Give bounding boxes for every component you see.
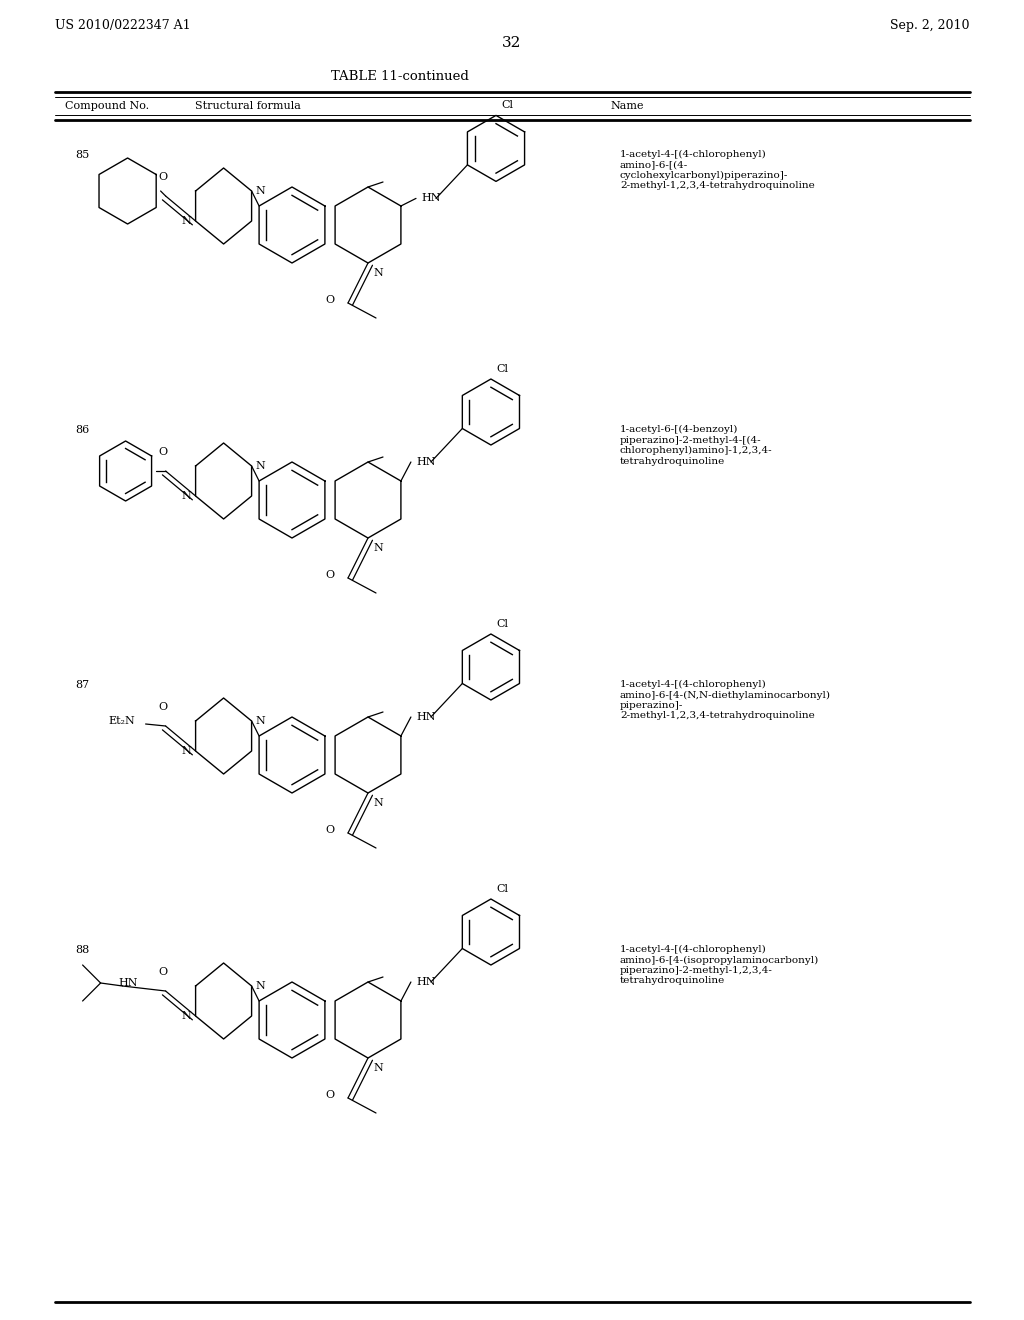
Text: N: N [256, 715, 265, 726]
Text: HN: HN [416, 977, 435, 987]
Text: N: N [373, 268, 383, 279]
Text: 1-acetyl-4-[(4-chlorophenyl)
amino]-6-[4-(N,N-diethylaminocarbonyl)
piperazino]-: 1-acetyl-4-[(4-chlorophenyl) amino]-6-[4… [620, 680, 831, 721]
Text: O: O [325, 294, 334, 305]
Text: HN: HN [118, 978, 137, 987]
Text: 87: 87 [75, 680, 89, 690]
Text: Cl: Cl [501, 100, 513, 111]
Text: O: O [158, 172, 167, 182]
Text: N: N [182, 491, 191, 502]
Text: N: N [182, 216, 191, 226]
Text: Structural formula: Structural formula [195, 102, 301, 111]
Text: N: N [256, 461, 265, 471]
Text: 1-acetyl-4-[(4-chlorophenyl)
amino]-6-[4-(isopropylaminocarbonyl)
piperazino]-2-: 1-acetyl-4-[(4-chlorophenyl) amino]-6-[4… [620, 945, 819, 986]
Text: Compound No.: Compound No. [65, 102, 150, 111]
Text: HN: HN [416, 457, 435, 467]
Text: Name: Name [610, 102, 643, 111]
Text: N: N [256, 186, 265, 195]
Text: N: N [373, 543, 383, 553]
Text: 32: 32 [503, 36, 521, 50]
Text: TABLE 11-continued: TABLE 11-continued [331, 70, 469, 83]
Text: N: N [182, 746, 191, 756]
Text: Cl: Cl [496, 619, 508, 630]
Text: US 2010/0222347 A1: US 2010/0222347 A1 [55, 18, 190, 32]
Text: 85: 85 [75, 150, 89, 160]
Text: Cl: Cl [496, 884, 508, 894]
Text: O: O [325, 570, 334, 579]
Text: N: N [256, 981, 265, 991]
Text: 1-acetyl-4-[(4-chlorophenyl)
amino]-6-[(4-
cyclohexylcarbonyl)piperazino]-
2-met: 1-acetyl-4-[(4-chlorophenyl) amino]-6-[(… [620, 150, 815, 190]
Text: O: O [158, 447, 167, 457]
Text: 88: 88 [75, 945, 89, 954]
Text: Cl: Cl [496, 364, 508, 374]
Text: N: N [182, 1011, 191, 1020]
Text: HN: HN [421, 194, 440, 203]
Text: 86: 86 [75, 425, 89, 436]
Text: HN: HN [416, 711, 435, 722]
Text: O: O [325, 1090, 334, 1100]
Text: O: O [158, 702, 167, 711]
Text: N: N [373, 799, 383, 808]
Text: 1-acetyl-6-[(4-benzoyl)
piperazino]-2-methyl-4-[(4-
chlorophenyl)amino]-1,2,3,4-: 1-acetyl-6-[(4-benzoyl) piperazino]-2-me… [620, 425, 773, 466]
Text: Et₂N: Et₂N [109, 715, 135, 726]
Text: O: O [158, 968, 167, 977]
Text: O: O [325, 825, 334, 836]
Text: N: N [373, 1063, 383, 1073]
Text: Sep. 2, 2010: Sep. 2, 2010 [891, 18, 970, 32]
